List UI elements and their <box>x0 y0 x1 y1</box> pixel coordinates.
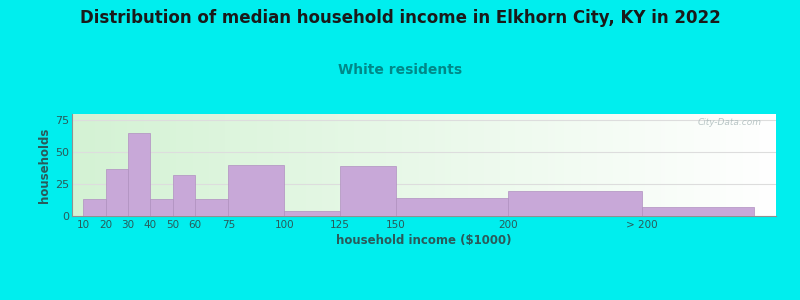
Bar <box>106 169 128 216</box>
Bar <box>128 133 150 216</box>
Y-axis label: households: households <box>38 127 51 203</box>
X-axis label: household income ($1000): household income ($1000) <box>336 234 512 247</box>
Bar <box>195 200 229 216</box>
Bar <box>340 166 396 216</box>
Bar <box>83 200 106 216</box>
Bar <box>396 198 508 216</box>
Text: City-Data.com: City-Data.com <box>698 118 762 127</box>
Bar <box>284 211 340 216</box>
Text: Distribution of median household income in Elkhorn City, KY in 2022: Distribution of median household income … <box>80 9 720 27</box>
Bar <box>508 190 642 216</box>
Text: White residents: White residents <box>338 63 462 77</box>
Bar <box>150 200 173 216</box>
Bar <box>173 175 195 216</box>
Bar <box>642 207 754 216</box>
Bar <box>229 165 284 216</box>
